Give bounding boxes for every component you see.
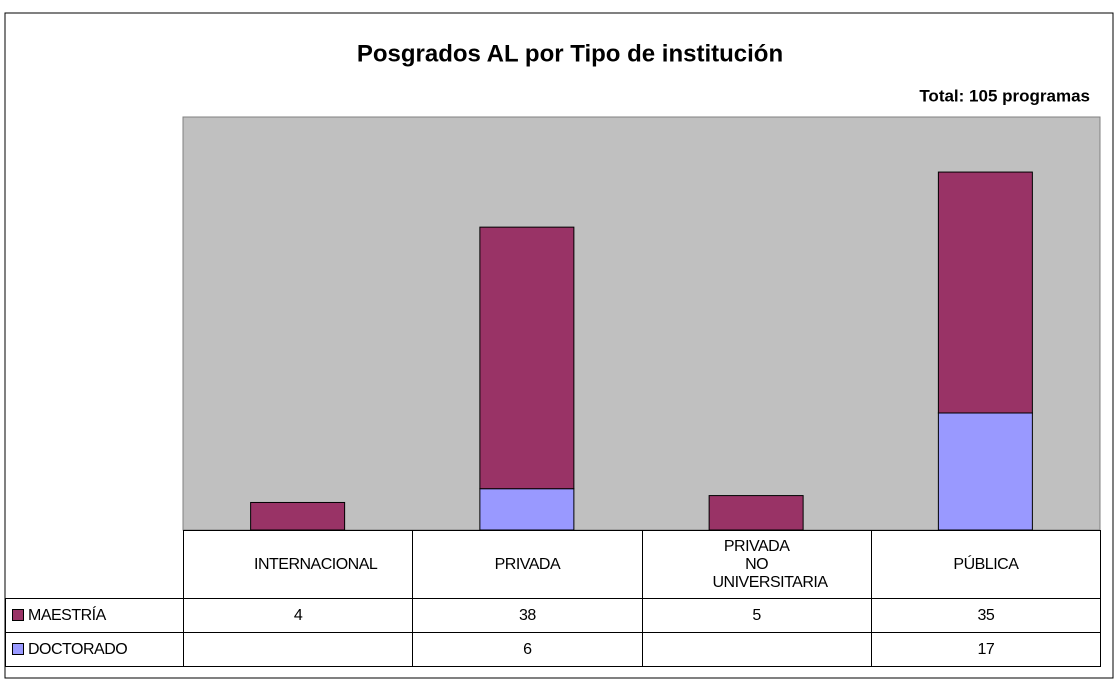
series-row: DOCTORADO 6 17 bbox=[5, 632, 1102, 667]
chart-subtitle: Total: 105 programas bbox=[919, 86, 1090, 105]
chart-title: Posgrados AL por Tipo de institución bbox=[357, 40, 783, 67]
data-label: 6 bbox=[412, 632, 643, 667]
data-label bbox=[641, 632, 872, 667]
bar-segment bbox=[250, 501, 346, 531]
x-tick-label: PRIVADA bbox=[412, 530, 643, 599]
bar-segment bbox=[937, 412, 1033, 531]
legend-entry: MAESTRÍA bbox=[5, 598, 184, 633]
legend-entry: DOCTORADO bbox=[5, 632, 184, 667]
data-table: INTERNACIONAL PRIVADA PRIVADA NO UNIVERSIT… bbox=[5, 530, 1102, 667]
bar-segment bbox=[937, 171, 1033, 414]
x-tick-label: PÚBLICA bbox=[870, 530, 1102, 599]
bar-segment bbox=[708, 495, 804, 531]
category-row: INTERNACIONAL PRIVADA PRIVADA NO UNIVERSIT… bbox=[5, 530, 1102, 599]
series-row: MAESTRÍA 4 38 5 35 bbox=[5, 598, 1102, 633]
bar-segment bbox=[479, 488, 575, 531]
data-label bbox=[182, 632, 414, 667]
data-label: 17 bbox=[870, 632, 1102, 667]
corner bbox=[5, 530, 184, 599]
data-label: 5 bbox=[641, 598, 872, 633]
x-tick-label: INTERNACIONAL bbox=[182, 530, 414, 599]
data-label: 35 bbox=[870, 598, 1102, 633]
bar-segment bbox=[479, 226, 575, 490]
legend-label: DOCTORADO bbox=[28, 640, 128, 658]
data-label: 38 bbox=[412, 598, 643, 633]
x-tick-label: PRIVADA NO UNIVERSITARIA bbox=[641, 530, 872, 599]
legend-swatch bbox=[12, 642, 24, 655]
legend-label: MAESTRÍA bbox=[28, 606, 106, 624]
legend-swatch bbox=[12, 608, 24, 621]
data-label: 4 bbox=[182, 598, 414, 633]
